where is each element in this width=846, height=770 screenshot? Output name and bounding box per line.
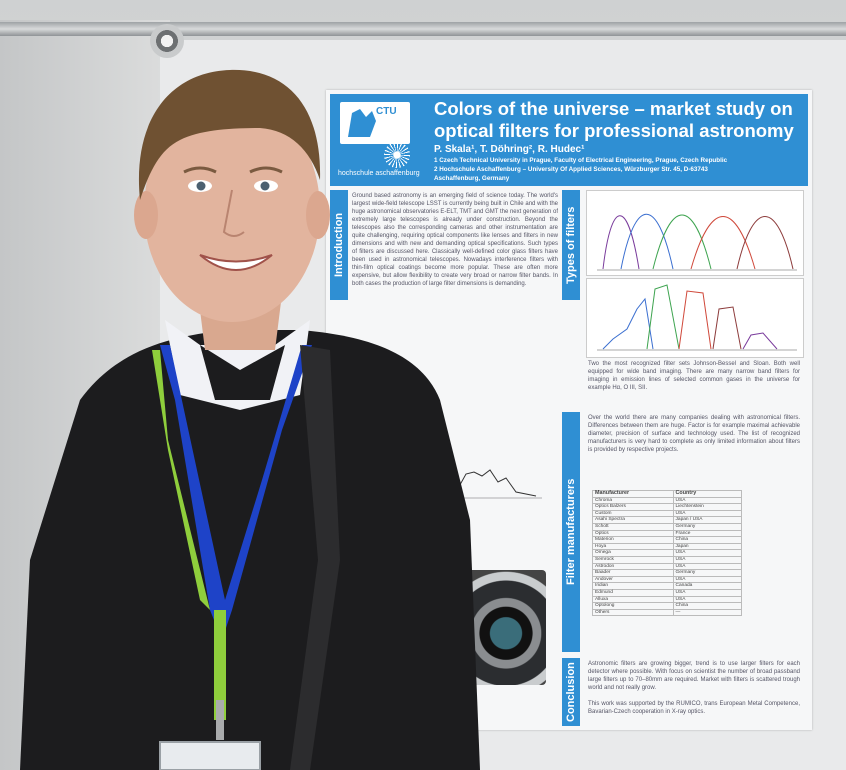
- board-connector: [150, 24, 184, 58]
- board-rail: [0, 22, 846, 36]
- right-eyebrow: [249, 166, 283, 174]
- country-cell: —: [672, 608, 743, 617]
- name-badge: [159, 741, 261, 770]
- poster-authors: P. Skala¹, T. Döhring², R. Hudec¹: [434, 144, 585, 155]
- manufacturers-text: Over the world there are many companies …: [588, 415, 800, 453]
- ctu-lion-icon: [348, 109, 376, 137]
- poster-affiliation-1: 1 Czech Technical University in Prague, …: [434, 157, 728, 164]
- poster-header: CTU hochschule aschaffenburg Colors of t…: [330, 94, 808, 186]
- lanyard-strap: [214, 610, 226, 720]
- left-ear: [134, 191, 158, 239]
- face: [144, 98, 320, 322]
- conclusion-text: Astronomic filters are growing bigger, t…: [588, 661, 800, 691]
- acknowledgement-text: This work was supported by the RUMICO, t…: [588, 701, 800, 715]
- lanyard: [160, 345, 312, 640]
- poster-affiliation-3: Aschaffenburg, Germany: [434, 175, 510, 182]
- right-iris: [260, 181, 270, 191]
- left-eyebrow: [183, 166, 217, 174]
- aschaffenburg-logo-icon: [384, 142, 410, 168]
- shirt-collar: [165, 320, 310, 410]
- ctu-logo: [340, 102, 410, 144]
- nose: [222, 189, 245, 237]
- left-iris: [196, 181, 206, 191]
- sweater-neckline: [200, 345, 285, 400]
- poster-affiliation-2: 2 Hochschule Aschaffenburg – University …: [434, 166, 708, 173]
- badge-clip: [216, 700, 224, 740]
- smile: [199, 254, 273, 271]
- types-text: Two the most recognized filter sets John…: [588, 361, 800, 391]
- right-ear: [306, 191, 330, 239]
- introduction-text: Ground based astronomy is an emerging fi…: [352, 193, 558, 287]
- lanyard-green-edge: [152, 350, 210, 610]
- aschaffenburg-logo-text: hochschule aschaffenburg: [338, 170, 420, 177]
- hair: [138, 69, 321, 200]
- bessel-filter-chart: [586, 190, 804, 276]
- table-row: Others —: [592, 608, 743, 617]
- poster-title: Colors of the universe – market study on…: [434, 98, 794, 141]
- manufacturers-table: Manufacturer Country Chroma USA Optics Bal…: [592, 490, 743, 617]
- sloan-filter-chart: [586, 278, 804, 358]
- ctu-logo-text: CTU: [376, 106, 397, 117]
- sweater: [20, 330, 480, 770]
- bag-strap: [290, 345, 340, 770]
